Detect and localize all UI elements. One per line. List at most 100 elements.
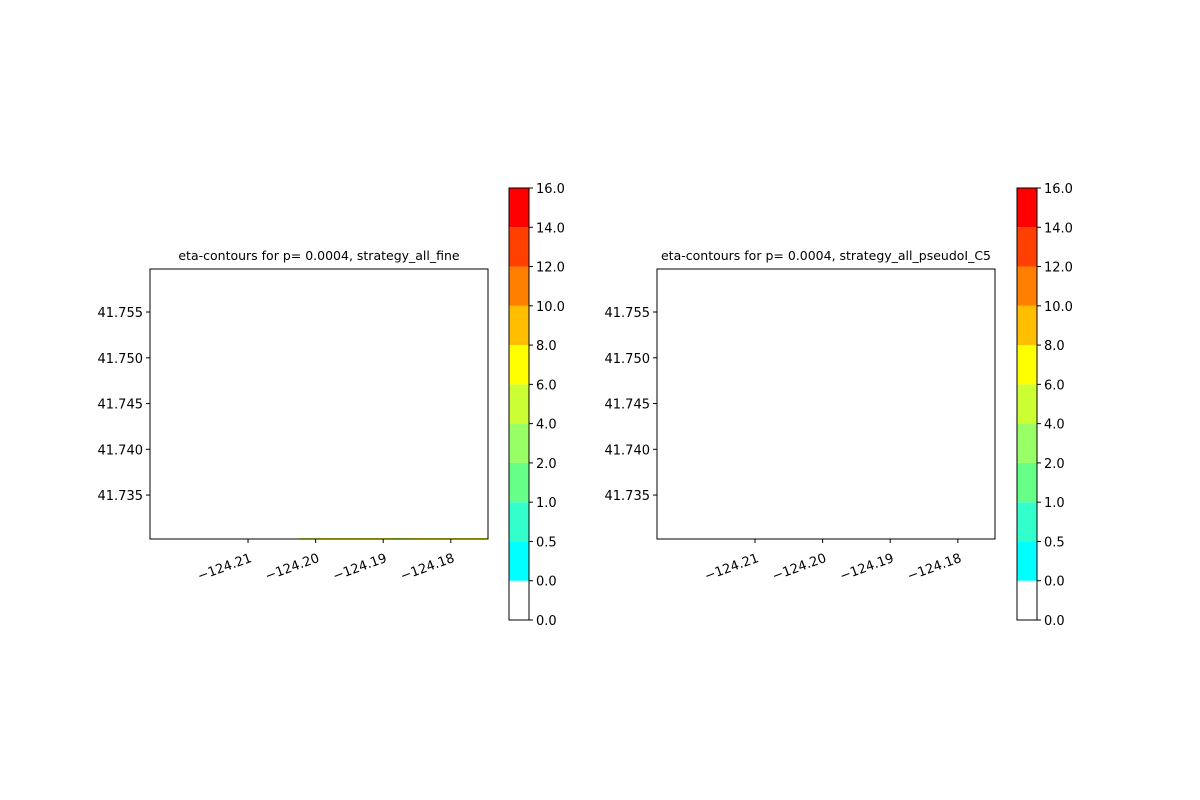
colorbar-tick-label: 8.0 [1044, 339, 1065, 354]
x-tick-label: −124.19 [838, 551, 896, 584]
colorbar-tick-label: 0.0 [536, 575, 557, 590]
colorbar-tick-label: 6.0 [1044, 378, 1065, 393]
colorbar-tick-label: 1.0 [1044, 496, 1065, 511]
colorbar-tick-label: 14.0 [1044, 221, 1073, 236]
colorbar-band [1017, 384, 1037, 424]
island [916, 385, 918, 387]
island [235, 395, 238, 398]
colorbar-band [509, 541, 529, 581]
island [742, 395, 745, 398]
map-area [657, 269, 995, 539]
x-tick-label: −124.21 [703, 551, 761, 584]
x-tick-label: −124.20 [770, 551, 828, 584]
colorbar-band [1017, 227, 1037, 267]
map-panel: eta-contours for p= 0.0004, strategy_all… [605, 182, 1073, 629]
colorbar-band [509, 423, 529, 463]
colorbar-band [1017, 423, 1037, 463]
contour-region [657, 269, 807, 359]
colorbar-tick-label: 14.0 [536, 221, 565, 236]
island [341, 520, 345, 524]
colorbar-band [1017, 345, 1037, 385]
contour-region [657, 309, 847, 539]
colorbar-band [1017, 541, 1037, 581]
colorbar-band [509, 384, 529, 424]
colorbar-band [509, 580, 529, 620]
chart-title: eta-contours for p= 0.0004, strategy_all… [661, 248, 991, 263]
island [226, 377, 230, 381]
contour-region [882, 354, 995, 539]
x-tick-label: −124.21 [196, 551, 254, 584]
colorbar-band [509, 188, 529, 228]
island [259, 404, 271, 414]
colorbar-tick-label: 4.0 [1044, 418, 1065, 433]
y-tick-label: 41.745 [98, 398, 144, 413]
contour-region [777, 281, 995, 369]
y-tick-label: 41.750 [98, 352, 144, 367]
colorbar-tick-label: 10.0 [536, 300, 565, 315]
island [766, 404, 778, 414]
colorbar-band [509, 227, 529, 267]
colorbar-tick-label: 2.0 [536, 457, 557, 472]
colorbar-tick-label: 2.0 [1044, 457, 1065, 472]
contour-region [320, 538, 390, 539]
colorbar-tick-label: 1.0 [536, 496, 557, 511]
island [810, 407, 812, 409]
colorbar-frame [1016, 187, 1038, 621]
colorbar-band [1017, 580, 1037, 620]
axes-frame [149, 268, 489, 540]
island [769, 407, 775, 411]
island [262, 407, 268, 411]
contour-region [657, 269, 995, 539]
colorbar-tick-label: 0.0 [1044, 614, 1065, 629]
island [409, 385, 411, 387]
contour-region [150, 306, 242, 369]
colorbar-tick-label: 0.5 [536, 535, 557, 550]
y-tick-label: 41.745 [605, 398, 651, 413]
colorbar-tick-label: 10.0 [1044, 300, 1073, 315]
contour-region [953, 269, 995, 344]
colorbar-frame [508, 187, 530, 621]
colorbar-band [1017, 502, 1037, 542]
map-area [150, 269, 488, 539]
contour-region [446, 269, 488, 349]
colorbar-tick-label: 0.0 [536, 614, 557, 629]
colorbar-band [509, 266, 529, 306]
y-tick-label: 41.740 [98, 443, 144, 458]
y-tick-label: 41.755 [605, 306, 651, 321]
contour-region [240, 377, 262, 404]
island [173, 329, 176, 332]
contour-region [324, 538, 340, 539]
y-tick-label: 41.755 [98, 306, 144, 321]
colorbar-tick-label: 6.0 [536, 378, 557, 393]
colorbar-band [509, 462, 529, 503]
coastline [657, 269, 995, 481]
island [733, 377, 737, 381]
contour-region [300, 538, 488, 539]
colorbar-tick-label: 12.0 [536, 261, 565, 276]
x-tick-label: −124.18 [906, 551, 964, 584]
contour-region [390, 279, 488, 397]
colorbar-tick-label: 16.0 [536, 182, 565, 197]
x-tick-label: −124.18 [399, 551, 457, 584]
colorbar-band [509, 305, 529, 346]
colorbar-tick-label: 8.0 [536, 339, 557, 354]
island [680, 329, 683, 332]
colorbar-tick-label: 4.0 [536, 418, 557, 433]
x-tick-label: −124.20 [263, 551, 321, 584]
contour-region [411, 538, 488, 539]
colorbar-band [1017, 305, 1037, 346]
y-tick-label: 41.735 [605, 489, 651, 504]
map-panel: eta-contours for p= 0.0004, strategy_all… [98, 182, 565, 629]
axes-frame [656, 268, 996, 540]
colorbar-band [509, 502, 529, 542]
coastline [150, 269, 488, 481]
island [285, 456, 291, 462]
y-tick-label: 41.735 [98, 489, 144, 504]
colorbar-tick-label: 0.5 [1044, 535, 1065, 550]
contour-region [847, 394, 877, 424]
chart-title: eta-contours for p= 0.0004, strategy_all… [178, 248, 460, 263]
contour-region [657, 306, 749, 369]
island [303, 407, 305, 409]
colorbar-band [1017, 188, 1037, 228]
